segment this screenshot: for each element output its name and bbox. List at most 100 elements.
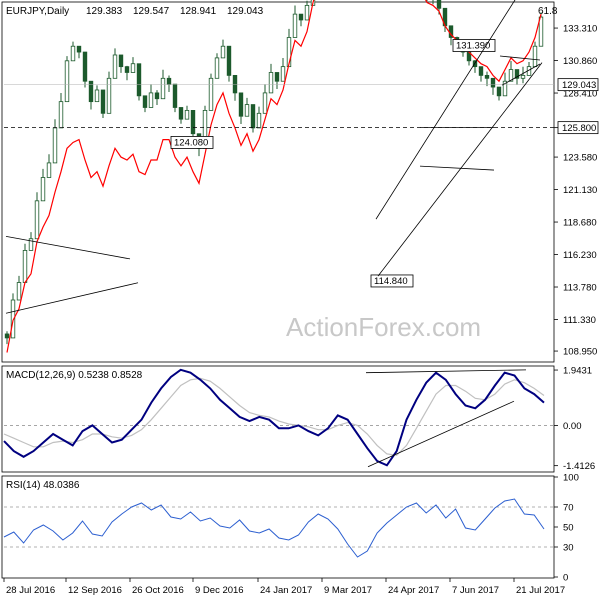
price-tick-label: 130.860 (563, 56, 597, 67)
rsi-tick-label: 100 (563, 473, 579, 484)
current-price-label-box (557, 78, 599, 92)
price-candle-body (304, 4, 310, 21)
price-candle-body (160, 77, 166, 100)
triangle-lower-line (5, 282, 139, 314)
price-tick-label: 108.950 (563, 347, 597, 358)
price-candle-body (274, 72, 280, 82)
current-price-label: 129.043 (562, 80, 596, 91)
support-level-label: 125.800 (562, 123, 596, 134)
price-candle-body (538, 16, 544, 47)
rsi-tick-label: 70 (563, 503, 574, 514)
time-tick-label: 9 Mar 2017 (324, 585, 372, 596)
price-candle-body (34, 200, 40, 240)
price-tick-label: 113.780 (563, 283, 597, 294)
price-candle-body (172, 83, 178, 108)
channel-lower-line (377, 62, 543, 277)
fib-label: 61.8 (538, 6, 558, 17)
price-candle-body (220, 45, 226, 59)
price-tick-label: 133.310 (563, 24, 597, 35)
price-candle-body (502, 80, 508, 97)
price-tick-label: 128.410 (563, 89, 597, 100)
price-candle-body (478, 66, 484, 76)
price-candle-body (52, 127, 58, 164)
price-candle-body (262, 92, 268, 114)
rsi-tick-label: 50 (563, 523, 574, 534)
price-tick-label: 116.230 (563, 250, 597, 261)
rsi-panel-frame (1, 475, 555, 579)
price-candle-body (190, 110, 196, 135)
annotation-label: 124.080 (174, 137, 208, 148)
price-candle-body (106, 77, 112, 114)
price-tick-label: 123.580 (563, 153, 597, 164)
price-candle-body (58, 101, 64, 129)
price-candle-body (82, 51, 88, 82)
price-header-symbol: EURJPY,Daily (6, 6, 69, 17)
price-candle-body (10, 299, 16, 339)
price-candle-body (46, 162, 52, 178)
price-candle-body (244, 104, 250, 117)
wedge-bottom-line (501, 63, 541, 86)
price-candle-body (532, 45, 538, 68)
price-candle-body (508, 69, 514, 82)
macd-line (3, 368, 545, 467)
time-tick-label: 7 Jun 2017 (452, 585, 499, 596)
price-candle-body (22, 250, 28, 283)
price-candle-body (232, 74, 238, 94)
price-candle-body (100, 89, 106, 114)
price-candle-body (514, 69, 520, 79)
time-tick-label: 28 Jul 2016 (6, 585, 55, 596)
price-candle-body (76, 45, 82, 53)
price-candle-body (40, 177, 46, 202)
macd-panel: MACD(12,26,9) 0.5238 0.8528 1.9431 0.00 -1… (1, 365, 595, 473)
price-candle-body (214, 57, 220, 79)
box-bottom-line (419, 165, 495, 171)
price-candle-body (70, 45, 76, 62)
price-candle-body (178, 107, 184, 120)
price-candle-body (112, 54, 118, 79)
price-candle-body (268, 72, 274, 94)
time-tick-label: 26 Oct 2016 (132, 585, 184, 596)
price-candle-body (64, 60, 70, 103)
price-candle-body (148, 92, 154, 108)
time-axis: 28 Jul 2016 12 Sep 2016 26 Oct 2016 9 Dec 2… (3, 578, 565, 596)
price-tick-label: 111.330 (563, 315, 596, 326)
price-header-close: 129.043 (227, 6, 264, 17)
price-panel-frame (1, 1, 555, 363)
price-candle-body (94, 89, 100, 103)
price-candle-body (142, 95, 148, 108)
price-candle-body (298, 13, 304, 21)
annotation-box (170, 136, 214, 149)
macd-panel-frame (1, 365, 555, 473)
price-candle-body (280, 66, 286, 82)
rsi-tick-label: 0 (563, 573, 568, 584)
annotation-label: 114.840 (374, 276, 408, 287)
price-candle-body (256, 112, 262, 129)
time-tick-label: 12 Sep 2016 (68, 585, 122, 596)
wedge-top-line (499, 55, 541, 61)
price-candle-body (88, 80, 94, 103)
macd-tick-label: 0.00 (563, 421, 582, 432)
price-candle-body (520, 74, 526, 79)
price-candle-body (496, 86, 502, 97)
rsi-tick-label: 30 (563, 543, 574, 554)
triangle-upper-line (5, 235, 131, 260)
price-panel: EURJPY,Daily 129.383 129.547 128.941 129… (1, 0, 599, 363)
price-candle-body (238, 92, 244, 117)
rsi-axis: 100 70 50 30 0 (554, 473, 579, 584)
price-header-high: 129.547 (133, 6, 170, 17)
support-level-label-box (557, 121, 599, 135)
price-candle-body (286, 37, 292, 68)
annotation-label: 131.390 (456, 41, 490, 52)
macd-upper-trendline (365, 369, 527, 374)
time-tick-label: 9 Dec 2016 (195, 585, 244, 596)
price-header-open: 129.383 (86, 6, 123, 17)
rsi-header: RSI(14) 48.0386 (6, 480, 80, 491)
macd-signal-line (3, 377, 545, 456)
price-candle-body (184, 110, 190, 120)
channel-upper-line (375, 0, 516, 220)
price-candle-body (130, 63, 136, 73)
price-candle-body (166, 77, 172, 85)
price-candle-body (226, 45, 232, 76)
watermark: ActionForex.com (286, 312, 481, 342)
